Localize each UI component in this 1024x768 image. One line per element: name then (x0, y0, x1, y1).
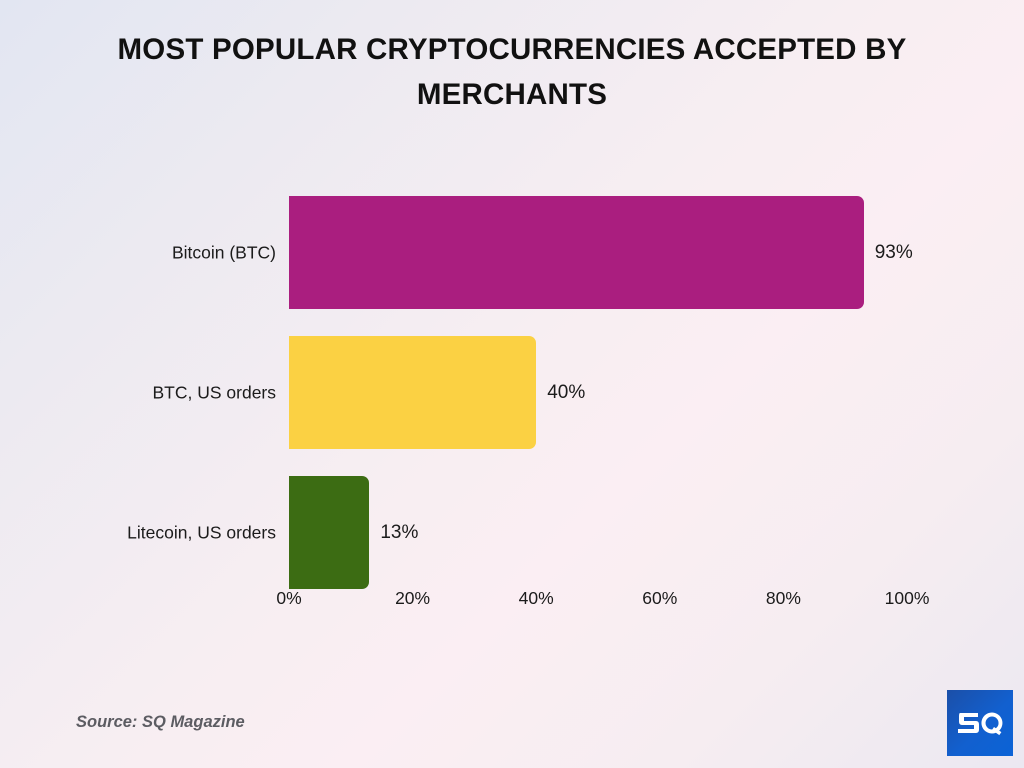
category-label: Litecoin, US orders (127, 522, 276, 542)
bar-value-label: 93% (874, 241, 913, 263)
bar-row: BTC, US orders 40% (0, 336, 1024, 449)
x-axis-tick-label: 40% (518, 588, 554, 608)
bar-value-label: 13% (380, 521, 419, 543)
x-axis-tick-label: 100% (884, 588, 930, 608)
x-axis-tick-label: 20% (395, 588, 431, 608)
source-attribution: Source: SQ Magazine (76, 713, 245, 731)
sq-magazine-logo (947, 690, 1013, 756)
x-axis-tick-label: 60% (642, 588, 678, 608)
bar (289, 476, 370, 589)
x-axis-tick-label: 0% (276, 588, 302, 608)
category-label: BTC, US orders (152, 382, 277, 402)
bar-value-label: 40% (547, 381, 586, 403)
bar-row: Litecoin, US orders 13% (0, 476, 1024, 589)
sq-logo-icon (958, 712, 1003, 736)
bar (289, 336, 537, 449)
x-axis-tick-label: 80% (765, 588, 801, 608)
bar (289, 196, 864, 309)
bar-row: Bitcoin (BTC) 93% (0, 196, 1024, 309)
x-axis: 0% 20% 40% 60% 80% 100% (0, 588, 1024, 618)
chart-title: MOST POPULAR CRYPTOCURRENCIES ACCEPTED B… (117, 33, 907, 111)
category-label: Bitcoin (BTC) (171, 242, 276, 262)
